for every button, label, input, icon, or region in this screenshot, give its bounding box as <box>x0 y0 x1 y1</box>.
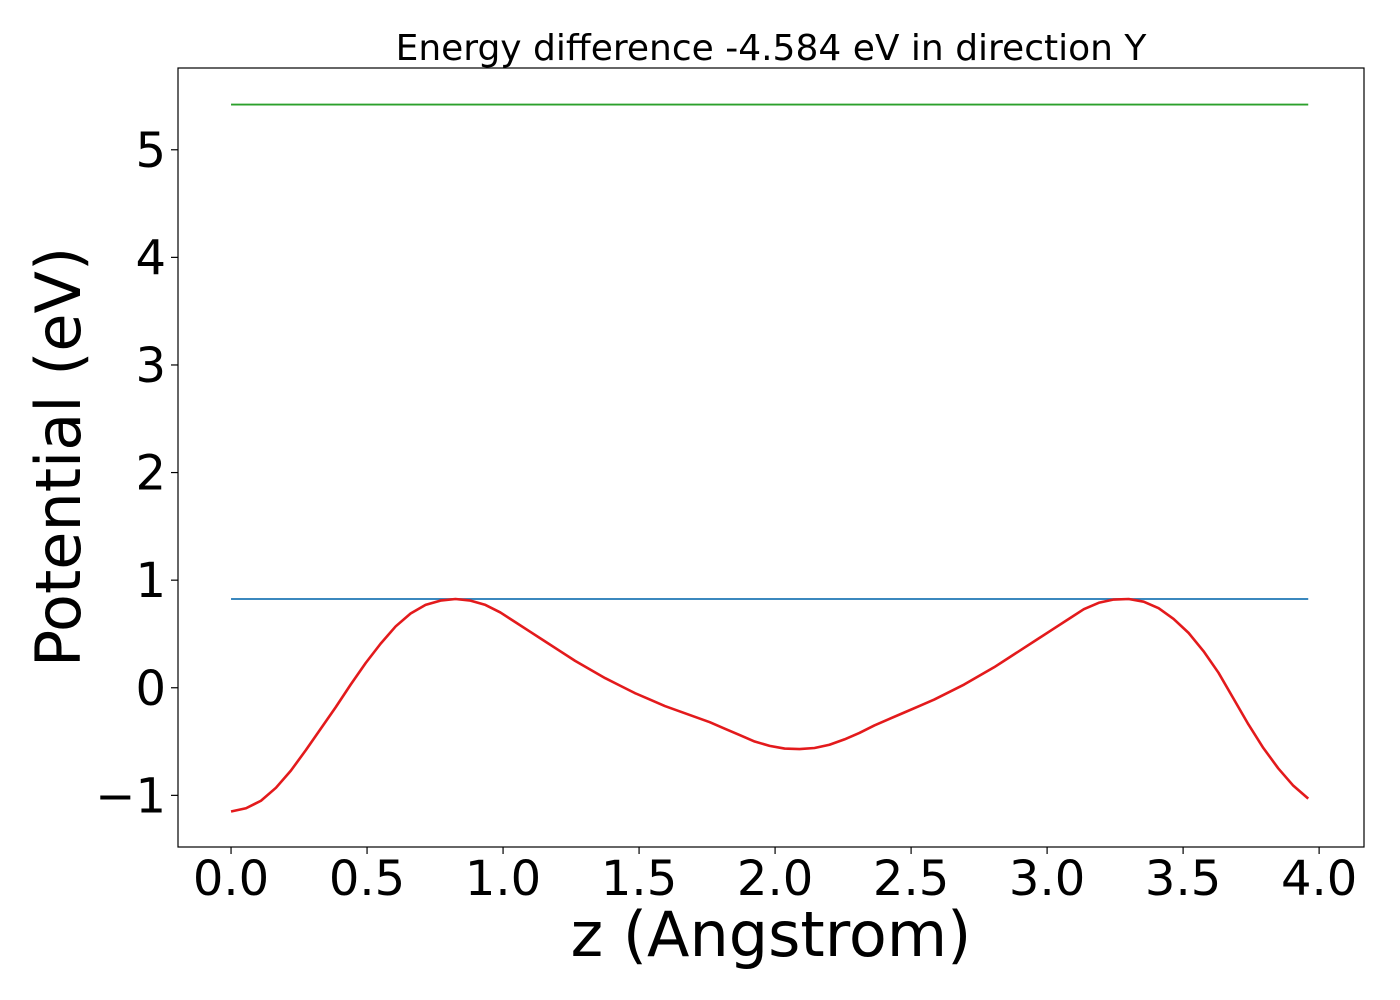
y-tick-label: −1 <box>95 768 166 824</box>
y-tick-label: 3 <box>135 338 166 394</box>
series-layer <box>230 103 1310 813</box>
plot-frame <box>177 67 1365 848</box>
x-tick-label: 2.0 <box>737 851 813 907</box>
x-tick-label: 1.5 <box>601 851 677 907</box>
y-tick-label: 0 <box>135 661 166 717</box>
x-tick-label: 3.5 <box>1145 851 1221 907</box>
x-tick-label: 2.5 <box>873 851 949 907</box>
y-tick-label: 4 <box>135 230 166 286</box>
y-tick-label: 1 <box>135 553 166 609</box>
y-axis-label: Potential (eV) <box>22 247 95 667</box>
x-tick-label: 0.5 <box>329 851 405 907</box>
x-tick-label: 3.0 <box>1009 851 1085 907</box>
x-axis: 0.0 0.5 1.0 1.5 2.0 2.5 3.0 3.5 4.0 <box>193 847 1357 907</box>
series-line-2 <box>230 597 1310 813</box>
y-axis: −1 0 1 2 3 4 5 <box>95 123 178 824</box>
chart-title: Energy difference -4.584 eV in direction… <box>396 28 1148 69</box>
x-tick-label: 4.0 <box>1281 851 1357 907</box>
x-tick-label: 1.0 <box>465 851 541 907</box>
x-tick-label: 0.0 <box>193 851 269 907</box>
x-axis-label: z (Angstrom) <box>571 898 972 971</box>
y-tick-label: 5 <box>135 123 166 179</box>
y-tick-label: 2 <box>135 446 166 502</box>
